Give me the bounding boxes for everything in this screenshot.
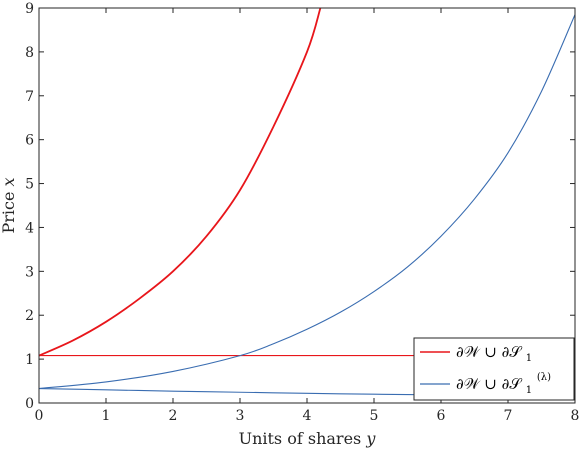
series-line-0 [39, 8, 322, 357]
series-line-2 [39, 14, 575, 390]
x-tick-label: 7 [504, 408, 513, 424]
legend: ∂𝒲 ∪ ∂𝒮 1 ∂𝒲 ∪ ∂𝒮 1 (λ) [413, 337, 575, 401]
ticks-layer: 0 1 2 3 4 5 6 7 8 0 1 2 3 4 5 6 7 8 9 [25, 1, 579, 424]
y-tick-label: 4 [25, 220, 34, 236]
y-tick-label: 3 [25, 264, 34, 280]
legend-entry-blue-main: ∂𝒲 ∪ ∂𝒮 [456, 375, 522, 393]
y-tick-label: 9 [25, 1, 34, 17]
x-axis-label: Units of shares y [239, 429, 377, 448]
legend-entry-red-sub: 1 [526, 353, 532, 364]
y-tick-label: 7 [25, 89, 34, 105]
y-tick-label: 5 [25, 177, 34, 193]
x-tick-label: 8 [571, 408, 580, 424]
x-tick-label: 4 [303, 408, 312, 424]
y-axis-label: Price x [0, 177, 18, 233]
y-tick-label: 0 [25, 396, 34, 412]
y-tick-label: 8 [25, 45, 34, 61]
x-tick-label: 2 [169, 408, 178, 424]
x-tick-label: 1 [102, 408, 111, 424]
y-axis-label-text: Price [0, 192, 18, 234]
x-tick-label: 0 [35, 408, 44, 424]
legend-entry-blue-sub: 1 [526, 385, 532, 396]
x-axis-label-text: Units of shares [239, 429, 362, 448]
y-tick-label: 2 [25, 308, 34, 324]
legend-entry-red-main: ∂𝒲 ∪ ∂𝒮 [456, 343, 522, 361]
legend-box [413, 337, 575, 401]
x-tick-label: 6 [437, 408, 446, 424]
x-axis-label-var: y [365, 429, 376, 448]
y-tick-label: 6 [25, 133, 34, 149]
legend-entry-red: ∂𝒲 ∪ ∂𝒮 1 [456, 343, 532, 364]
plot-area [39, 8, 575, 403]
y-axis-label-var: x [0, 177, 18, 186]
legend-entry-blue: ∂𝒲 ∪ ∂𝒮 1 (λ) [456, 372, 551, 397]
x-tick-label: 3 [236, 408, 245, 424]
y-tick-label: 1 [25, 352, 34, 368]
x-tick-label: 5 [370, 408, 379, 424]
legend-entry-blue-sup: (λ) [537, 372, 551, 383]
